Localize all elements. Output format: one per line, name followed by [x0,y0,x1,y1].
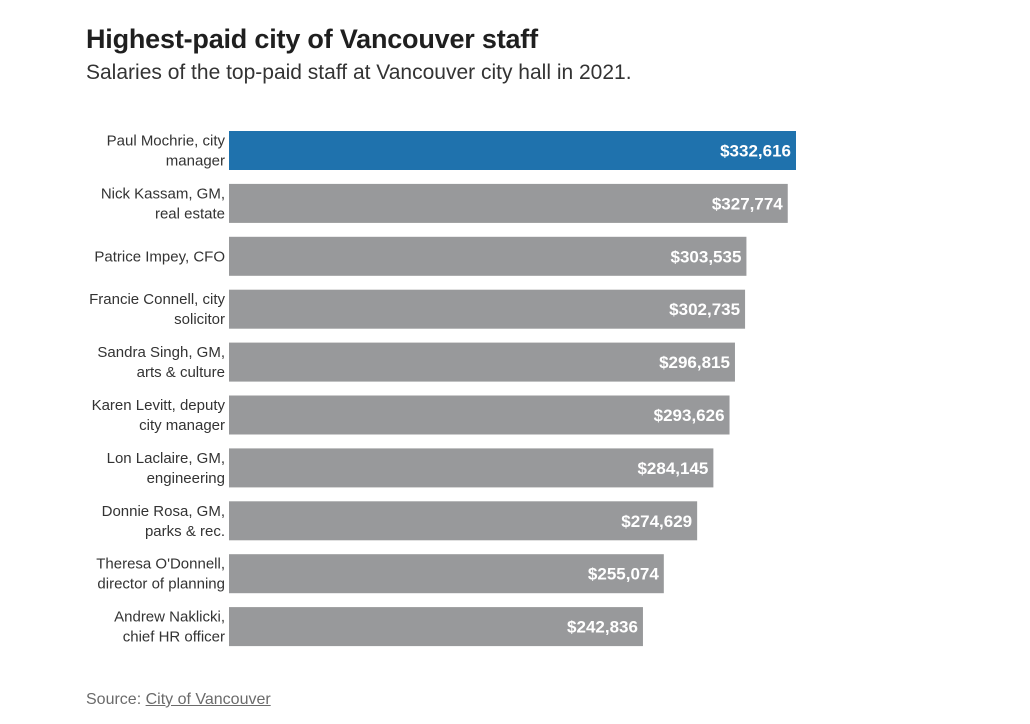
source-prefix: Source: [86,691,146,708]
category-label-line: Theresa O'Donnell, [96,556,225,573]
bar-value-label-6: $284,145 [637,459,708,478]
category-label-line: Karen Levitt, deputy [92,397,226,414]
category-label-line: solicitor [174,311,225,328]
category-label-line: Nick Kassam, GM, [101,185,225,202]
bar-0 [229,131,796,170]
bar-value-label-7: $274,629 [621,512,692,531]
category-label-3: Francie Connell, city solicitor [89,291,225,328]
bar-5 [229,395,730,435]
category-label-6: Lon Laclaire, GM, engineering [107,450,225,487]
category-label-line: engineering [147,470,225,487]
category-label-line: chief HR officer [123,629,225,646]
bar-value-label-4: $296,815 [659,353,730,372]
category-label-8: Theresa O'Donnell, director of planning [96,556,225,593]
bar-value-label-5: $293,626 [654,406,725,425]
category-label-2: Patrice Impey, CFO [94,248,225,265]
category-label-line: city manager [139,417,225,434]
category-label-9: Andrew Naklicki, chief HR officer [114,609,225,646]
category-label-line: Donnie Rosa, GM, [102,503,225,520]
chart-title: Highest-paid city of Vancouver staff [86,24,538,54]
category-label-0: Paul Mochrie, city manager [107,133,226,170]
bar-9 [229,607,643,647]
category-label-line: Sandra Singh, GM, [97,344,225,361]
bar-value-label-0: $332,616 [720,142,791,161]
category-label-line: Patrice Impey, CFO [94,248,225,265]
bar-value-label-8: $255,074 [588,565,659,584]
category-label-1: Nick Kassam, GM, real estate [101,185,225,222]
category-label-line: manager [166,153,225,170]
category-label-7: Donnie Rosa, GM, parks & rec. [102,503,225,540]
bar-7 [229,501,698,541]
bar-value-label-3: $302,735 [669,300,740,319]
source-line: Source: City of Vancouver [86,691,271,709]
bar-value-label-2: $303,535 [671,247,742,266]
category-label-line: Lon Laclaire, GM, [107,450,225,467]
bar-8 [229,554,664,594]
category-label-line: Andrew Naklicki, [114,609,225,626]
bar-6 [229,448,714,488]
chart-subtitle: Salaries of the top-paid staff at Vancou… [86,61,632,84]
bar-value-label-9: $242,836 [567,618,638,637]
source-link[interactable]: City of Vancouver [145,691,271,708]
bar-2 [229,236,747,276]
bar-chart: $332,616 Paul Mochrie, city manager $327,77… [89,131,796,647]
bar-1 [229,183,788,223]
category-label-line: real estate [155,205,225,222]
category-label-line: Francie Connell, city [89,291,225,308]
category-label-4: Sandra Singh, GM, arts & culture [97,344,225,381]
category-label-line: Paul Mochrie, city [107,133,226,150]
bar-value-label-1: $327,774 [712,194,783,213]
category-label-line: arts & culture [137,364,225,381]
category-label-line: director of planning [97,576,225,593]
category-label-5: Karen Levitt, deputy city manager [92,397,226,434]
bar-3 [229,289,746,329]
category-label-line: parks & rec. [145,523,225,540]
bar-4 [229,342,735,382]
